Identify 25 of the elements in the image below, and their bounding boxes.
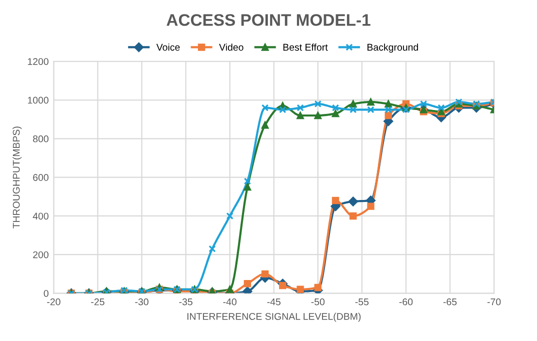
legend-label: Video <box>219 44 244 51</box>
y-tick-label: 1200 <box>28 58 48 65</box>
legend-label: Voice <box>156 44 180 51</box>
y-tick-label: 800 <box>33 135 48 142</box>
x-tick-label: -60 <box>399 298 413 306</box>
x-tick-label: -40 <box>223 298 236 306</box>
x-tick-label: -55 <box>355 298 369 306</box>
x-tick-label: -20 <box>47 298 60 306</box>
y-tick-label: 400 <box>32 212 48 220</box>
x-tick-label: -25 <box>91 298 104 306</box>
x-tick-label: -30 <box>135 298 148 306</box>
x-tick-label: -70 <box>487 298 501 306</box>
x-tick-label: -50 <box>311 298 325 306</box>
y-tick-label: 600 <box>33 174 48 181</box>
x-tick-label: -45 <box>267 298 280 306</box>
x-tick-label: -65 <box>443 298 457 306</box>
y-tick-label: 1000 <box>28 96 48 104</box>
y-axis-title: THROUGHPUT(MBPS) <box>12 126 22 228</box>
legend-label: Best Effort <box>283 44 328 51</box>
chart-title: ACCESS POINT MODEL-1 <box>166 14 370 26</box>
x-axis-title: INTERFERENCE SIGNAL LEVEL(DBM) <box>187 312 361 322</box>
y-tick-label: 200 <box>33 251 48 258</box>
y-tick-label: 0 <box>44 290 48 297</box>
legend-label: Background <box>368 44 418 53</box>
x-tick-label: -35 <box>179 298 192 306</box>
